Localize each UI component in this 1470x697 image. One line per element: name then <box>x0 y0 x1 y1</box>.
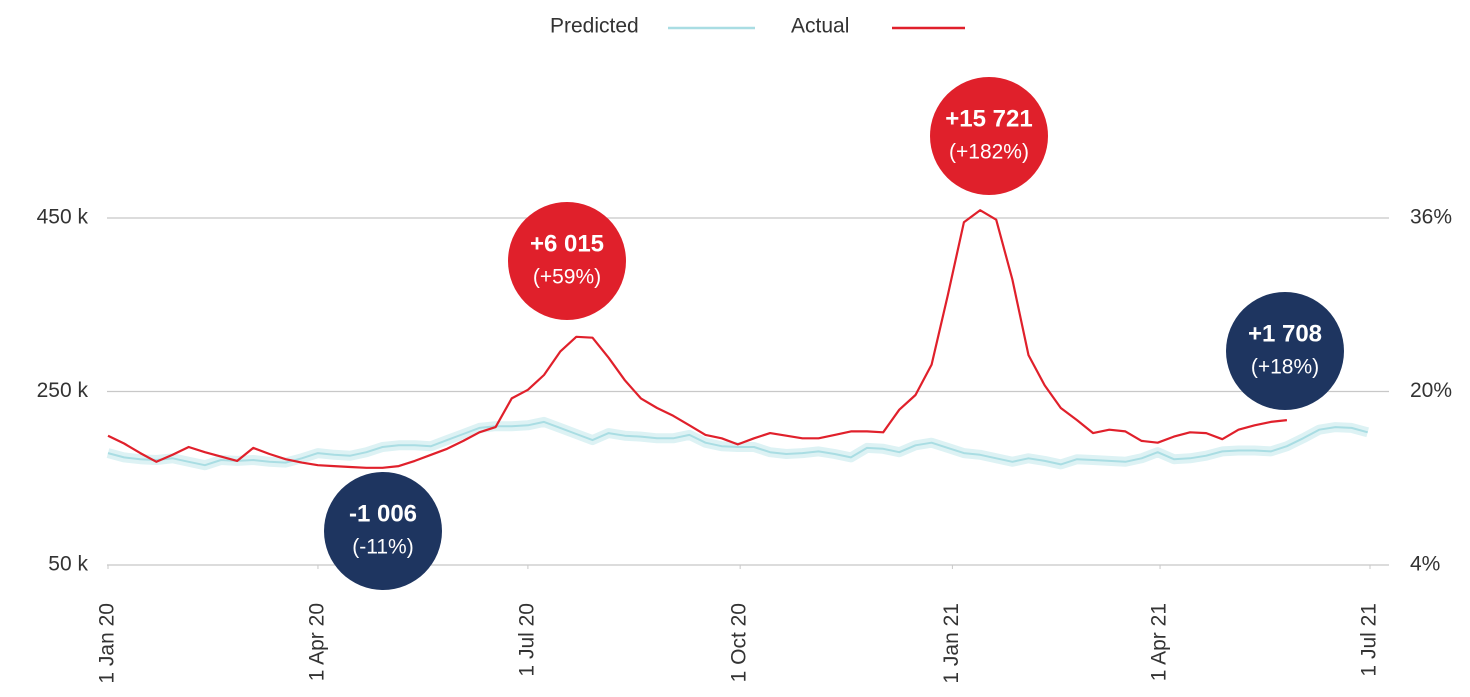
y2-tick-label: 36% <box>1410 206 1452 229</box>
x-tick-label: 1 Jan 21 <box>940 603 963 684</box>
y-tick-label: 50 k <box>48 553 88 576</box>
y-tick-label: 450 k <box>37 206 89 229</box>
x-tick-label: 1 Apr 21 <box>1148 603 1171 681</box>
series-line <box>107 209 1288 469</box>
annotation-bubble <box>930 77 1048 195</box>
annotation-percent: (+59%) <box>533 266 601 289</box>
annotation-bubble <box>508 202 626 320</box>
annotation-value: +6 015 <box>530 230 604 257</box>
annotation-value: -1 006 <box>349 500 417 527</box>
x-tick-label: 1 Jan 20 <box>96 603 119 684</box>
x-tick-label: 1 Apr 20 <box>305 603 328 681</box>
x-tick-label: 1 Jul 21 <box>1358 603 1381 677</box>
annotation-percent: (+18%) <box>1251 356 1319 379</box>
annotation-bubble <box>324 472 442 590</box>
x-tick-label: 1 Jul 20 <box>515 603 538 677</box>
y2-tick-label: 20% <box>1410 379 1452 402</box>
y-tick-label: 250 k <box>37 379 89 402</box>
annotation-bubble <box>1226 292 1344 410</box>
annotation-value: +15 721 <box>945 105 1032 132</box>
annotation-value: +1 708 <box>1248 320 1322 347</box>
y2-tick-label: 4% <box>1410 553 1440 576</box>
legend-label: Predicted <box>550 15 639 38</box>
x-tick-label: 1 Oct 20 <box>728 603 751 682</box>
annotation-percent: (-11%) <box>352 536 413 559</box>
annotation-percent: (+182%) <box>949 141 1029 164</box>
legend-label: Actual <box>791 15 849 38</box>
series-line <box>107 420 1368 467</box>
